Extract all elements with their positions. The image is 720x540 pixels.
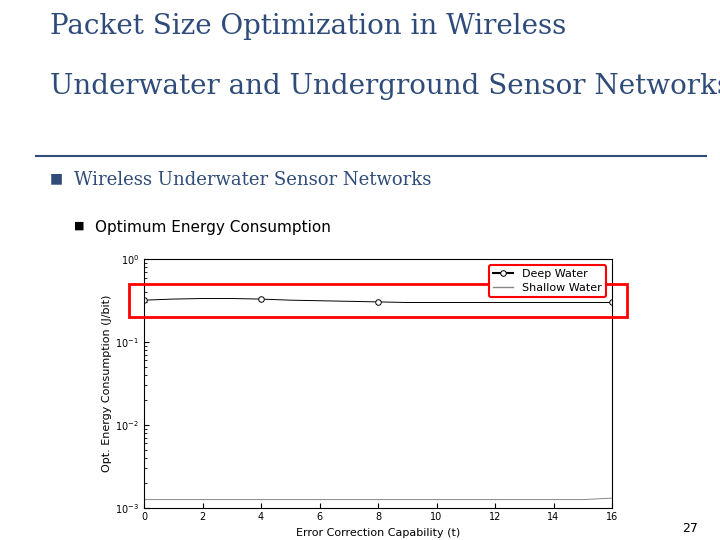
Legend: Deep Water, Shallow Water: Deep Water, Shallow Water (489, 265, 606, 297)
Text: Wireless Underwater Sensor Networks: Wireless Underwater Sensor Networks (74, 172, 431, 190)
Text: ■: ■ (50, 172, 63, 185)
Text: Packet Size Optimization in Wireless: Packet Size Optimization in Wireless (50, 13, 566, 40)
Bar (130, 284, 626, 317)
X-axis label: Error Correction Capability (t): Error Correction Capability (t) (296, 528, 460, 538)
Y-axis label: Opt. Energy Consumption (J/bit): Opt. Energy Consumption (J/bit) (102, 295, 112, 472)
Text: ■: ■ (74, 220, 84, 231)
Text: 27: 27 (683, 522, 698, 535)
Text: Underwater and Underground Sensor Networks: Underwater and Underground Sensor Networ… (50, 73, 720, 100)
Text: Optimum Energy Consumption: Optimum Energy Consumption (95, 220, 330, 235)
